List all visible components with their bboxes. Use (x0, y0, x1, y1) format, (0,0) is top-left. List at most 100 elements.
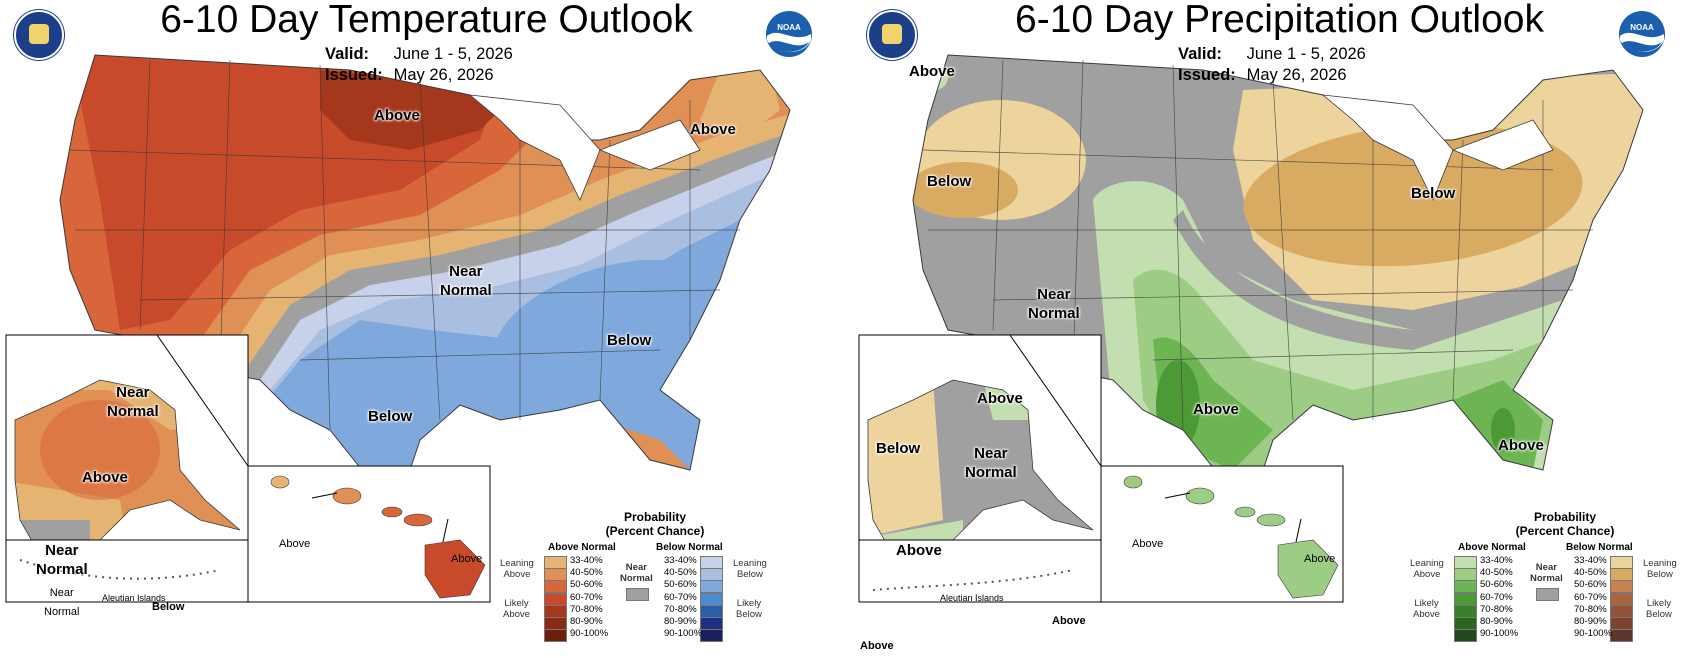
precipitation-map (858, 54, 1644, 603)
temperature-dates: Valid: June 1 - 5, 2026 Issued: May 26, … (325, 44, 513, 86)
legend-title: Probability (Percent Chance) (1515, 510, 1615, 538)
region-label: Below (1411, 185, 1456, 202)
legend-below-swatch (1610, 604, 1633, 618)
region-label: Near Normal (1028, 286, 1080, 322)
region-label: Above (82, 469, 128, 486)
noaa-logo-icon: NOAA (766, 11, 812, 57)
legend-leaning-above: Leaning Above (1410, 558, 1444, 580)
noaa-logo-icon: NOAA (1619, 11, 1665, 57)
region-label: Above (690, 121, 736, 138)
legend-below-bin-label: 33-40% (1574, 555, 1607, 566)
region-label: Below (927, 173, 972, 190)
legend-above-swatch (1454, 580, 1477, 594)
legend-likely-below: Likely Below (736, 598, 762, 620)
legend-below-swatch (1610, 556, 1633, 569)
aleutian-title: Aleutian Islands (102, 593, 166, 603)
legend-above-bin-label: 40-50% (570, 567, 603, 579)
legend-above-swatch (544, 617, 567, 630)
legend-above-swatch (544, 580, 567, 594)
aleutian-near-label: Near Normal (44, 587, 80, 618)
issued-date: May 26, 2026 (393, 66, 494, 84)
legend-below-swatch (700, 580, 723, 594)
legend-above-header: Above Normal (548, 542, 616, 553)
legend-leaning-below: Leaning Below (1643, 558, 1677, 580)
precipitation-dates: Valid: June 1 - 5, 2026 Issued: May 26, … (1178, 44, 1366, 86)
legend-above-bin-label: 40-50% (1480, 567, 1513, 579)
legend-above-swatch (1454, 556, 1477, 569)
legend-near-normal: Near Normal (1530, 562, 1563, 584)
region-label: Below (876, 440, 921, 457)
legend-title: Probability (Percent Chance) (605, 510, 705, 538)
legend-above-bin-label: 50-60% (570, 579, 603, 591)
legend-below-bin-label: 50-60% (1574, 579, 1607, 591)
legend-above-swatch (544, 592, 567, 606)
legend-leaning-above: Leaning Above (500, 558, 534, 580)
issued-label: Issued: (325, 66, 383, 84)
aleutian-below-label: Below (152, 601, 185, 613)
legend-above-bin-label: 33-40% (1480, 555, 1513, 566)
legend-near-normal: Near Normal (620, 562, 653, 584)
legend-likely-below: Likely Below (1646, 598, 1672, 620)
legend-above-bin-label: 90-100% (1480, 628, 1519, 640)
legend-below-bin-label: 50-60% (664, 579, 697, 591)
aleutian-above-label-west: Above (860, 640, 894, 652)
legend-below-bin-label: 80-90% (1574, 616, 1607, 627)
legend-below-swatch (700, 617, 723, 630)
valid-date: June 1 - 5, 2026 (393, 45, 513, 63)
legend-above-bin-label: 80-90% (570, 616, 603, 627)
legend-below-bin-label: 60-70% (664, 591, 697, 603)
region-label: Below (368, 408, 413, 425)
issued-label: Issued: (1178, 66, 1236, 84)
legend-near-swatch (626, 588, 649, 601)
legend-below-header: Below Normal (656, 542, 723, 553)
legend-above-bin-label: 90-100% (570, 628, 609, 640)
legend-above-swatch (1454, 617, 1477, 630)
region-label: Below (607, 332, 652, 349)
aleutian-above-label-east: Above (1052, 615, 1086, 627)
aleutian-title: Aleutian Islands (940, 593, 1004, 603)
legend-above-bin-label: 70-80% (570, 603, 603, 615)
legend-below-swatch (700, 604, 723, 618)
legend-below-swatch (700, 592, 723, 606)
legend-likely-above: Likely Above (1413, 598, 1440, 620)
region-label: Above (374, 107, 420, 124)
legend-below-swatch (1610, 629, 1633, 643)
legend-below-swatch (1610, 580, 1633, 594)
legend-leaning-below: Leaning Below (733, 558, 767, 580)
hawaii-label-east: Above (1304, 553, 1336, 565)
valid-date: June 1 - 5, 2026 (1246, 45, 1366, 63)
legend-above-swatch (1454, 604, 1477, 618)
precipitation-legend: Probability (Percent Chance) Above Norma… (1410, 510, 1706, 650)
legend-above-swatch (1454, 592, 1477, 606)
temperature-map (5, 54, 791, 603)
legend-above-swatch (1454, 629, 1477, 643)
valid-label: Valid: (1178, 45, 1223, 63)
legend-below-swatch (700, 629, 723, 643)
issued-date: May 26, 2026 (1246, 66, 1347, 84)
legend-below-bin-label: 70-80% (1574, 603, 1607, 615)
legend-below-bin-label: 90-100% (1574, 628, 1613, 640)
temperature-legend: Probability (Percent Chance) Above Norma… (500, 510, 800, 650)
hawaii-islands (1123, 475, 1339, 599)
svg-text:NOAA: NOAA (1630, 23, 1654, 32)
legend-below-header: Below Normal (1566, 542, 1633, 553)
region-label: Near Normal (965, 445, 1017, 481)
legend-below-bin-label: 70-80% (664, 603, 697, 615)
legend-below-bin-label: 33-40% (664, 555, 697, 566)
legend-above-bin-label: 80-90% (1480, 616, 1513, 627)
legend-above-swatch (544, 556, 567, 569)
legend-near-swatch (1536, 588, 1559, 601)
legend-above-bin-label: 60-70% (570, 591, 603, 603)
legend-below-swatch (700, 568, 723, 582)
temperature-outlook-panel: NOAA 6-10 Day Temperature Outlook Valid:… (5, 0, 812, 650)
hawaii-label-west: Above (279, 538, 311, 550)
region-label: Near Normal (36, 542, 88, 578)
legend-above-swatch (544, 629, 567, 643)
temperature-title: 6-10 Day Temperature Outlook (160, 0, 693, 41)
doc-seal-icon (867, 10, 917, 60)
state-boundaries (922, 59, 1593, 431)
region-label: Above (909, 63, 955, 80)
legend-likely-above: Likely Above (503, 598, 530, 620)
legend-below-swatch (1610, 617, 1633, 630)
region-label: Above (896, 542, 942, 559)
